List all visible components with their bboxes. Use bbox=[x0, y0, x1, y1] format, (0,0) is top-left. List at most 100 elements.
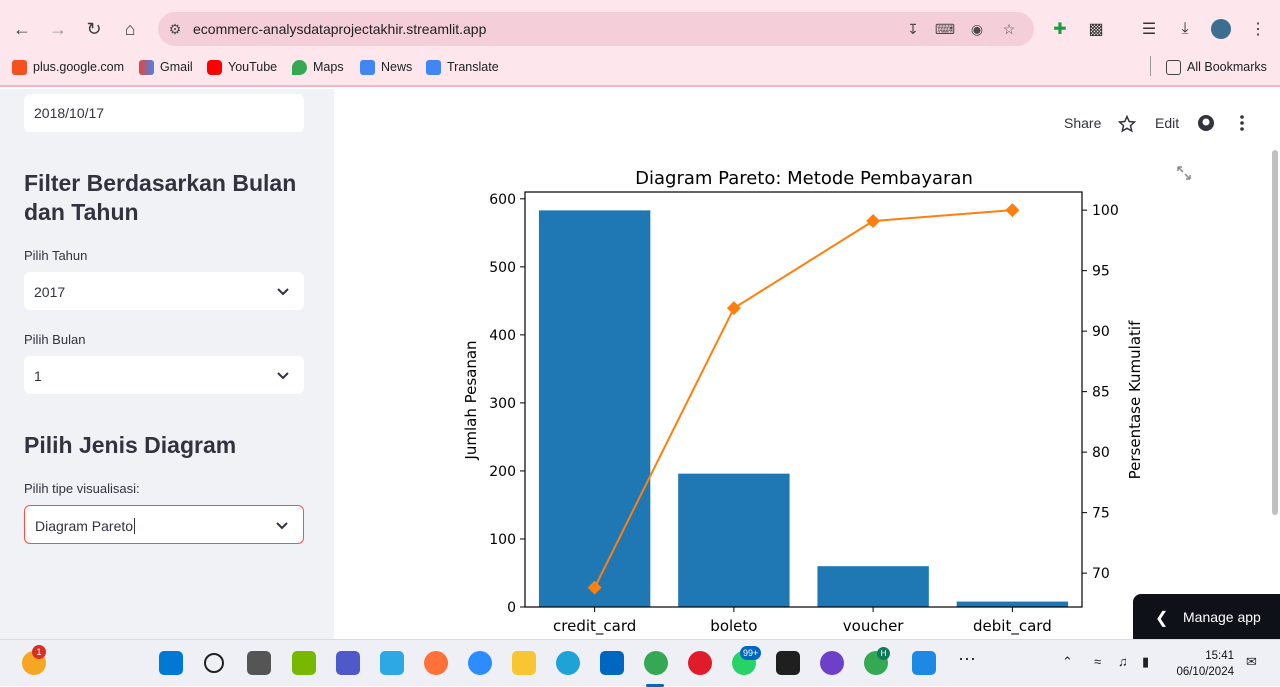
bookmark-plus-google[interactable]: plus.google.com bbox=[12, 58, 124, 76]
cumulative-marker bbox=[866, 214, 881, 229]
viz-select[interactable]: Diagram Pareto bbox=[24, 505, 304, 544]
chart-bar bbox=[817, 566, 929, 607]
chart-title: Diagram Pareto: Metode Pembayaran bbox=[635, 168, 973, 189]
forward-icon[interactable]: → bbox=[49, 18, 67, 39]
plot-frame bbox=[524, 191, 1083, 608]
date-input[interactable]: 2018/10/17 bbox=[24, 94, 304, 132]
year-select[interactable]: 2017 bbox=[24, 272, 304, 310]
folder-icon bbox=[1166, 59, 1181, 75]
x-tick-label: voucher bbox=[843, 617, 905, 635]
edge-icon[interactable] bbox=[556, 651, 580, 675]
y2-tick-label: 100 bbox=[1092, 203, 1119, 219]
star-icon[interactable] bbox=[1118, 115, 1136, 133]
all-bookmarks-button[interactable]: All Bookmarks bbox=[1166, 58, 1267, 76]
chevron-up-icon[interactable]: ⌃ bbox=[1062, 654, 1073, 669]
bookmark-translate[interactable]: Translate bbox=[426, 58, 499, 76]
windows-start-icon[interactable] bbox=[159, 651, 183, 675]
copilot-icon[interactable] bbox=[380, 651, 404, 675]
wifi-icon[interactable]: ≈ bbox=[1094, 654, 1102, 669]
y-tick-label: 100 bbox=[489, 532, 516, 548]
nvidia-icon[interactable] bbox=[292, 651, 316, 675]
filter-heading: Filter Berdasarkan Bulan dan Tahun bbox=[24, 170, 297, 225]
firefox-icon[interactable] bbox=[424, 651, 448, 675]
install-app-icon[interactable]: ↧ bbox=[907, 20, 919, 37]
y2-tick-label: 85 bbox=[1092, 385, 1110, 401]
github-desktop-icon[interactable] bbox=[820, 651, 844, 675]
bookmark-star-icon[interactable]: ☆ bbox=[1002, 20, 1016, 37]
task-view-icon[interactable] bbox=[247, 651, 271, 675]
year-label: Pilih Tahun bbox=[24, 248, 88, 263]
download-icon[interactable]: ⤓ bbox=[1181, 20, 1189, 37]
bookmark-youtube[interactable]: YouTube bbox=[207, 58, 277, 76]
cumulative-line bbox=[593, 209, 1013, 589]
address-bar[interactable]: ⚙ ecommerc-analysdataprojectakhir.stream… bbox=[158, 12, 1034, 46]
x-tick-label: credit_card bbox=[553, 617, 636, 636]
y2-tick-label: 90 bbox=[1092, 324, 1110, 340]
terminal-icon[interactable] bbox=[776, 651, 800, 675]
site-info-icon[interactable]: ⚙ bbox=[168, 20, 182, 37]
battery-icon[interactable]: ▮ bbox=[1142, 654, 1150, 669]
taskbar: 1 99+ H ⋯ ⌃ ≈ ♫ ▮ 15:41 06/10/2024 ✉ bbox=[0, 639, 1280, 687]
maps-pin-icon bbox=[292, 59, 307, 75]
file-explorer-icon[interactable] bbox=[512, 651, 536, 675]
month-label: Pilih Bulan bbox=[24, 332, 86, 347]
chart-bar bbox=[956, 601, 1069, 607]
y-tick-label: 500 bbox=[489, 260, 516, 276]
fullscreen-icon[interactable] bbox=[1176, 165, 1192, 181]
news-icon bbox=[360, 59, 375, 75]
more-vert-icon[interactable] bbox=[1234, 114, 1250, 132]
browser-menu-icon[interactable]: ⋮ bbox=[1250, 21, 1266, 38]
home-icon[interactable]: ⌂ bbox=[124, 18, 136, 39]
y2-axis-label: Persentase Kumulatif bbox=[1126, 320, 1144, 479]
scrollbar[interactable] bbox=[1272, 150, 1278, 515]
y-tick-label: 400 bbox=[489, 328, 516, 344]
y2-tick-label: 70 bbox=[1092, 566, 1110, 582]
chevron-down-icon bbox=[277, 372, 289, 380]
diagram-heading: Pilih Jenis Diagram bbox=[24, 432, 237, 458]
bookmark-gmail[interactable]: Gmail bbox=[139, 58, 193, 76]
youtube-icon bbox=[207, 59, 222, 75]
bookmark-news[interactable]: News bbox=[360, 58, 412, 76]
y-tick-label: 600 bbox=[489, 192, 516, 208]
clock-date: 06/10/2024 bbox=[1176, 666, 1234, 678]
translate-icon bbox=[426, 59, 441, 75]
extension-plus-icon[interactable]: ✚ bbox=[1053, 21, 1067, 38]
cumulative-marker bbox=[587, 580, 602, 595]
url-text[interactable]: ecommerc-analysdataprojectakhir.streamli… bbox=[193, 21, 487, 37]
opera-icon[interactable] bbox=[688, 651, 712, 675]
gmail-icon bbox=[139, 59, 154, 75]
volume-icon[interactable]: ♫ bbox=[1118, 654, 1128, 669]
text-cursor bbox=[134, 518, 136, 534]
edit-button[interactable]: Edit bbox=[1155, 115, 1180, 131]
notifications-icon[interactable]: ✉ bbox=[1246, 654, 1257, 669]
chevron-left-icon: ❮ bbox=[1155, 610, 1169, 627]
search-icon[interactable] bbox=[204, 653, 224, 673]
main-content: Share Edit Diagram Pareto: Metode Pembay… bbox=[334, 89, 1280, 639]
y-tick-label: 200 bbox=[489, 464, 516, 480]
chevron-down-icon bbox=[276, 522, 288, 530]
profile-badge: H bbox=[877, 647, 890, 660]
store-icon[interactable] bbox=[600, 651, 624, 675]
profile-avatar-icon[interactable] bbox=[1210, 18, 1232, 40]
zoom-icon[interactable] bbox=[468, 651, 492, 675]
viz-label: Pilih tipe visualisasi: bbox=[24, 481, 140, 496]
teams-icon[interactable] bbox=[336, 651, 360, 675]
translate-page-icon[interactable]: ⌨ bbox=[934, 20, 956, 37]
share-button[interactable]: Share bbox=[1064, 115, 1102, 131]
chrome-icon[interactable] bbox=[644, 651, 668, 675]
notepad-icon[interactable] bbox=[912, 651, 936, 675]
y2-tick-label: 75 bbox=[1092, 506, 1110, 522]
clock[interactable]: 15:41 06/10/2024 bbox=[1176, 648, 1234, 680]
media-control-icon[interactable]: ☰ bbox=[1141, 21, 1157, 38]
month-select[interactable]: 1 bbox=[24, 356, 304, 394]
eye-off-icon[interactable]: ◉ bbox=[970, 20, 984, 37]
clock-time: 15:41 bbox=[1205, 650, 1234, 662]
blogger-icon bbox=[12, 59, 27, 75]
extensions-icon[interactable]: ▩ bbox=[1088, 21, 1104, 38]
bookmark-maps[interactable]: Maps bbox=[292, 58, 344, 76]
manage-app-button[interactable]: ❮ Manage app bbox=[1133, 594, 1280, 639]
reload-icon[interactable]: ↻ bbox=[86, 18, 102, 39]
more-apps-icon[interactable]: ⋯ bbox=[958, 649, 976, 669]
github-icon[interactable] bbox=[1197, 114, 1215, 132]
back-icon[interactable]: ← bbox=[13, 18, 31, 39]
